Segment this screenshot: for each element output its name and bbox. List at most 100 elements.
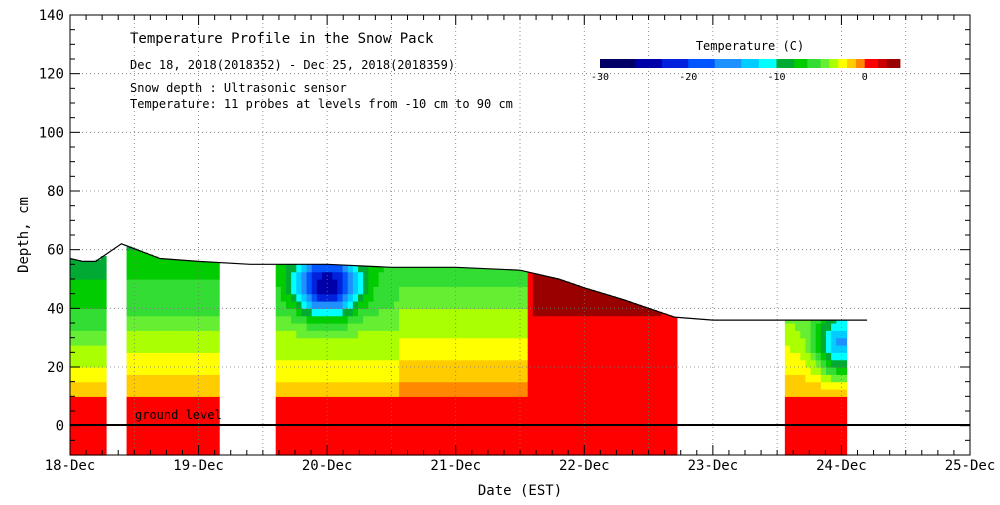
temperature-cell (466, 315, 472, 324)
temperature-cell (188, 315, 195, 324)
temperature-cell (337, 389, 344, 397)
temperature-cell (126, 374, 133, 383)
temperature-cell (471, 440, 477, 449)
temperature-cell (172, 293, 179, 302)
temperature-cell (414, 433, 421, 441)
temperature-cell (836, 337, 843, 346)
temperature-cell (532, 301, 539, 309)
y-tick-label: 20 (47, 360, 64, 376)
temperature-cell (90, 433, 97, 441)
temperature-cell (548, 279, 555, 287)
temperature-cell (167, 411, 174, 419)
temperature-cell (388, 345, 395, 353)
temperature-cell (167, 381, 174, 390)
temperature-cell (440, 396, 447, 405)
temperature-cell (342, 330, 349, 339)
temperature-cell (275, 352, 282, 361)
temperature-cell (831, 418, 837, 427)
temperature-cell (466, 447, 472, 456)
temperature-cell (671, 352, 678, 361)
temperature-cell (430, 359, 436, 368)
temperature-cell (296, 359, 303, 368)
temperature-cell (172, 440, 179, 449)
temperature-cell (394, 418, 400, 427)
temperature-cell (579, 374, 585, 383)
temperature-cell (784, 330, 791, 339)
temperature-cell (178, 293, 184, 302)
temperature-cell (383, 323, 390, 331)
temperature-cell (584, 433, 591, 441)
colorbar-tick-label: -30 (591, 72, 609, 83)
temperature-cell (162, 308, 169, 317)
temperature-cell (368, 440, 375, 449)
temperature-cell (502, 381, 508, 390)
temperature-cell (352, 323, 359, 331)
temperature-cell (548, 447, 555, 456)
temperature-cell (394, 367, 400, 375)
temperature-cell (306, 352, 313, 361)
temperature-cell (527, 433, 534, 441)
temperature-cell (332, 381, 339, 390)
temperature-cell (368, 447, 375, 456)
colorbar-segment (794, 59, 808, 68)
temperature-cell (142, 286, 148, 295)
temperature-cell (656, 330, 663, 339)
temperature-cell (316, 418, 323, 427)
temperature-cell (322, 425, 328, 434)
temperature-cell (558, 440, 565, 449)
temperature-cell (532, 273, 539, 280)
temperature-cell (131, 425, 138, 434)
temperature-cell (512, 396, 519, 405)
temperature-cell (193, 315, 200, 324)
temperature-cell (476, 301, 483, 309)
temperature-cell (172, 264, 179, 273)
temperature-cell (481, 403, 488, 412)
temperature-cell (671, 440, 678, 449)
temperature-cell (363, 308, 369, 317)
temperature-cell (810, 447, 817, 456)
temperature-cell (327, 425, 333, 434)
temperature-cell (594, 323, 601, 331)
temperature-cell (75, 301, 81, 309)
temperature-cell (841, 330, 848, 339)
temperature-cell (805, 433, 812, 441)
temperature-cell (538, 374, 544, 383)
temperature-cell (563, 293, 570, 302)
temperature-cell (80, 352, 87, 361)
temperature-cell (388, 286, 395, 295)
temperature-cell (826, 345, 832, 353)
temperature-cell (383, 403, 390, 412)
temperature-cell (466, 381, 472, 390)
temperature-cell (543, 381, 549, 390)
temperature-cell (95, 271, 102, 280)
temperature-cell (296, 293, 303, 302)
temperature-cell (316, 374, 323, 383)
x-axis-label: Date (EST) (478, 483, 562, 499)
temperature-cell (352, 425, 359, 434)
temperature-cell (512, 381, 519, 390)
temperature-cell (286, 403, 292, 412)
temperature-cell (455, 315, 462, 324)
temperature-cell (589, 337, 596, 346)
temperature-cell (342, 396, 349, 405)
temperature-cell (100, 271, 107, 280)
temperature-cell (172, 301, 179, 309)
temperature-cell (805, 323, 812, 331)
temperature-cell (548, 396, 555, 405)
temperature-cell (651, 433, 657, 441)
temperature-cell (594, 345, 601, 353)
temperature-cell (589, 293, 596, 302)
temperature-cell (280, 271, 287, 280)
temperature-cell (301, 293, 308, 302)
temperature-cell (327, 293, 333, 302)
temperature-cell (316, 345, 323, 353)
temperature-cell (157, 352, 164, 361)
temperature-cell (152, 279, 159, 287)
temperature-cell (630, 389, 637, 397)
temperature-cell (322, 352, 328, 361)
temperature-cell (466, 403, 472, 412)
temperature-cell (188, 260, 195, 265)
temperature-cell (394, 403, 400, 412)
temperature-cell (332, 418, 339, 427)
temperature-cell (615, 447, 621, 456)
